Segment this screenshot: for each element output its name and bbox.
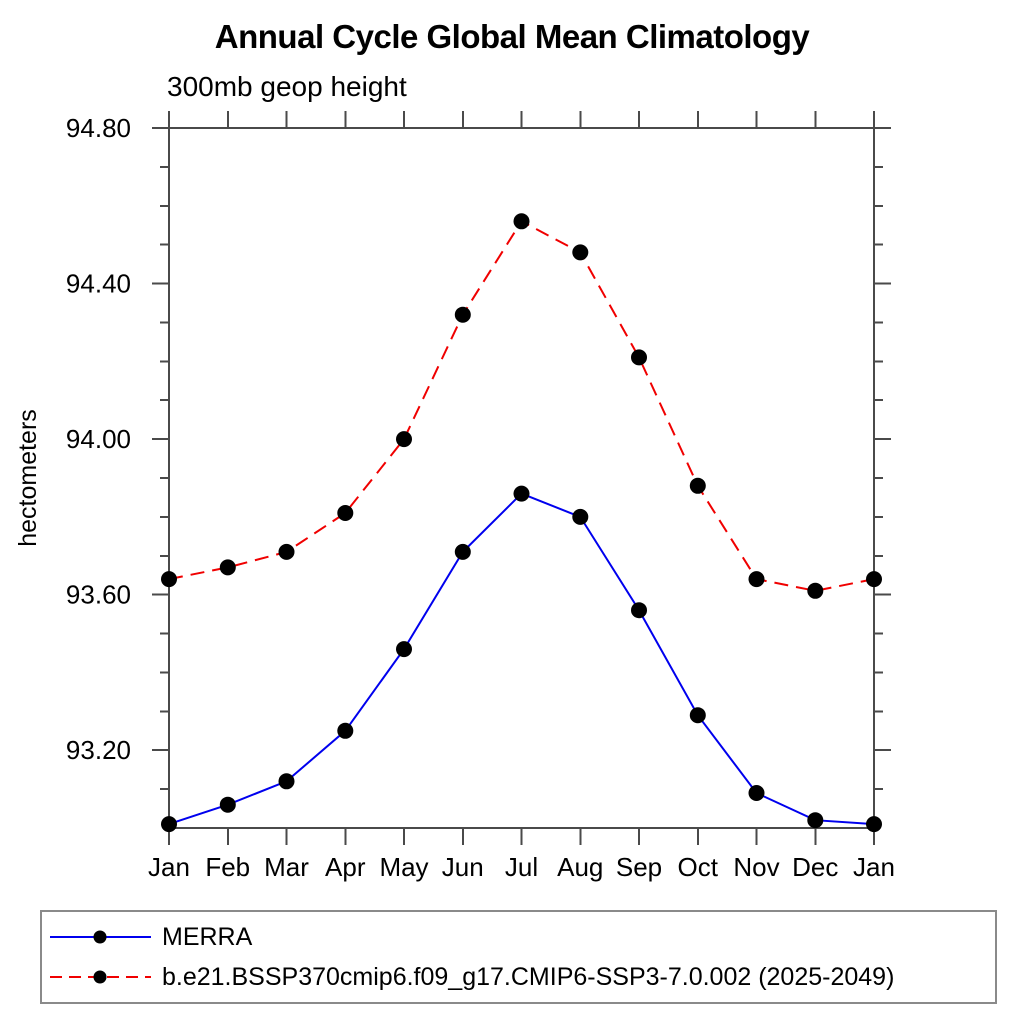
x-tick-label: Jul bbox=[505, 852, 538, 882]
data-point bbox=[748, 785, 765, 801]
x-axis-tick-labels: Jan Feb Mar Apr May Jun Jul Aug Sep Oct Nov Dec Jan bbox=[148, 852, 895, 882]
data-point bbox=[454, 543, 471, 560]
x-tick-label: Mar bbox=[264, 852, 309, 882]
x-tick-label: May bbox=[379, 852, 428, 882]
data-point bbox=[337, 722, 354, 739]
data-point bbox=[161, 816, 177, 833]
y-tick-label: 93.60 bbox=[66, 580, 131, 610]
data-point bbox=[807, 812, 824, 829]
data-point bbox=[219, 796, 236, 813]
legend-marker-dot bbox=[93, 930, 107, 944]
data-point bbox=[748, 571, 765, 588]
legend-sample-solid-line bbox=[50, 930, 151, 944]
data-point bbox=[513, 213, 530, 230]
data-point bbox=[689, 477, 706, 494]
chart-subtitle: 300mb geop height bbox=[167, 71, 407, 102]
data-point bbox=[454, 306, 471, 323]
series-markers-1 bbox=[161, 213, 882, 599]
series-markers-0 bbox=[161, 485, 882, 833]
legend-label-model: b.e21.BSSP370cmip6.f09_g17.CMIP6-SSP3-7.… bbox=[162, 962, 895, 991]
x-tick-label: Dec bbox=[792, 852, 838, 882]
data-point bbox=[807, 582, 824, 599]
data-point bbox=[631, 602, 647, 619]
x-tick-label: Aug bbox=[557, 852, 603, 882]
x-tick-label: Jan bbox=[148, 852, 190, 882]
x-tick-label: Jan bbox=[853, 852, 895, 882]
y-tick-label: 94.00 bbox=[66, 424, 131, 454]
data-point bbox=[572, 244, 589, 261]
x-tick-label: Oct bbox=[678, 852, 719, 882]
data-point bbox=[396, 431, 412, 448]
y-tick-label: 93.20 bbox=[66, 735, 131, 765]
x-tick-label: Apr bbox=[325, 852, 366, 882]
data-point bbox=[866, 816, 882, 833]
data-point bbox=[219, 559, 236, 576]
axis-ticks bbox=[152, 111, 891, 845]
legend-sample-dashed-line bbox=[50, 970, 151, 984]
y-tick-label: 94.80 bbox=[66, 113, 131, 143]
legend-label-merra: MERRA bbox=[162, 922, 253, 951]
series-line-1 bbox=[168, 219, 875, 592]
data-point bbox=[161, 571, 177, 588]
legend-box: MERRA b.e21.BSSP370cmip6.f09_g17.CMIP6-S… bbox=[40, 910, 997, 1004]
data-point bbox=[278, 773, 295, 790]
legend-marker-dot bbox=[93, 970, 107, 984]
plot-frame bbox=[168, 127, 875, 829]
data-point bbox=[866, 571, 882, 588]
chart-title: Annual Cycle Global Mean Climatology bbox=[214, 18, 810, 55]
y-tick-label: 94.40 bbox=[66, 269, 131, 299]
data-point bbox=[689, 707, 706, 724]
x-tick-label: Feb bbox=[205, 852, 250, 882]
data-point bbox=[631, 349, 647, 366]
data-point bbox=[513, 485, 530, 502]
data-point bbox=[278, 543, 295, 560]
data-point bbox=[337, 505, 354, 521]
series-line-0 bbox=[168, 492, 875, 826]
x-tick-label: Sep bbox=[616, 852, 662, 882]
y-axis-tick-labels: 93.20 93.60 94.00 94.40 94.80 bbox=[66, 113, 131, 765]
data-point bbox=[572, 508, 589, 525]
x-tick-label: Jun bbox=[442, 852, 484, 882]
y-axis-title: hectometers bbox=[14, 409, 42, 547]
legend-row-merra: MERRA bbox=[49, 917, 995, 957]
legend-row-model: b.e21.BSSP370cmip6.f09_g17.CMIP6-SSP3-7.… bbox=[49, 957, 995, 997]
x-tick-label: Nov bbox=[733, 852, 779, 882]
data-point bbox=[396, 641, 412, 658]
